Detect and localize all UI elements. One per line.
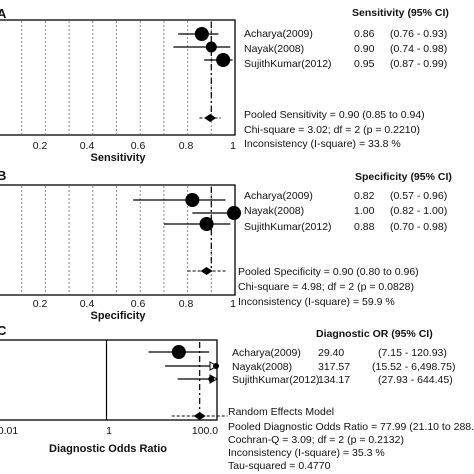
summary-line: Pooled Specificity = 0.90 (0.80 to 0.96) <box>238 266 419 278</box>
panel-b-label: B <box>0 168 6 183</box>
summary-line: Cochran-Q = 3.09; df = 2 (p = 0.2132) <box>228 434 404 446</box>
panel-a-summary: Pooled Sensitivity = 0.90 (0.85 to 0.94)… <box>244 109 425 150</box>
panel-c: C Diagnostic OR (95% CI) 0.01 1 100.0 Di… <box>0 323 474 472</box>
study-point <box>199 217 214 231</box>
panel-c-tick-label: 100.0 <box>192 425 218 437</box>
study-value: 134.17 <box>318 374 350 386</box>
study-ci: (0.82 - 1.00) <box>390 205 447 217</box>
study-ci: (27.93 - 644.45) <box>378 374 453 386</box>
study-point <box>208 376 215 382</box>
panel-b: B Specificity (95% CI) 0.2 0.4 0.6 0.8 1… <box>0 168 452 322</box>
study-name: Acharya(2009) <box>244 28 313 40</box>
panel-b-column-header: Specificity (95% CI) <box>355 171 452 183</box>
study-point <box>213 363 219 369</box>
panel-b-x-axis-title: Specificity <box>90 310 146 322</box>
study-value: 0.95 <box>354 58 375 70</box>
panel-a-tick-label: 1 <box>230 140 236 152</box>
summary-line: Inconsistency (I-square) = 35.3 % <box>228 447 385 459</box>
summary-line: Inconsistency (I-square) = 59.9 % <box>238 296 395 308</box>
study-ci: (15.52 - 6,498.75) <box>372 361 455 373</box>
summary-line: Tau-squared = 0.4770 <box>228 460 331 472</box>
study-ci: (0.74 - 0.98) <box>390 43 447 55</box>
study-name: Nayak(2008) <box>244 43 304 55</box>
summary-line: Random Effects Model <box>228 406 334 418</box>
panel-c-tick-label: 1 <box>106 425 112 437</box>
study-value: 0.90 <box>354 43 375 55</box>
study-ci: (0.87 - 0.99) <box>390 58 447 70</box>
panel-c-summary: Random Effects Model Pooled Diagnostic O… <box>228 406 474 472</box>
study-point <box>205 41 217 53</box>
study-value: 317.57 <box>318 361 350 373</box>
study-ci: (7.15 - 120.93) <box>378 347 447 359</box>
study-point <box>227 206 241 220</box>
summary-line: Chi-square = 3.02; df = 2 (p = 0.2210) <box>244 124 420 136</box>
study-value: 0.88 <box>354 221 375 233</box>
panel-c-tick-labels: 0.01 1 100.0 <box>0 425 218 437</box>
summary-line: Inconsistency (I-square) = 33.8 % <box>244 138 401 150</box>
panel-b-tick-labels: 0.2 0.4 0.6 0.8 1 <box>33 298 236 310</box>
study-ci: (0.70 - 0.98) <box>390 221 447 233</box>
panel-a-x-axis-title: Sensitivity <box>90 152 146 164</box>
study-point <box>171 345 186 359</box>
study-name: Nayak(2008) <box>244 205 304 217</box>
study-point <box>185 193 200 207</box>
study-value: 0.82 <box>354 190 375 202</box>
panel-c-tick-label: 0.01 <box>0 425 18 437</box>
summary-line: Pooled Sensitivity = 0.90 (0.85 to 0.94) <box>244 109 425 121</box>
panel-b-tick-label: 0.6 <box>131 298 146 310</box>
panel-a-label: A <box>0 6 7 21</box>
study-point <box>194 27 209 41</box>
panel-c-study-rows: Acharya(2009) 29.40 (7.15 - 120.93) Naya… <box>232 347 455 386</box>
study-name: SujithKumar(2012) <box>244 58 332 70</box>
panel-a: A Sensitivity (95% CI) 0.2 0.4 0.6 0.8 1… <box>0 6 449 164</box>
study-name: SujithKumar(2012) <box>244 221 332 233</box>
summary-line: Pooled Diagnostic Odds Ratio = 77.99 (21… <box>228 421 474 433</box>
study-name: Acharya(2009) <box>232 347 301 359</box>
panel-c-plot-frame <box>0 339 218 421</box>
study-name: Acharya(2009) <box>244 190 313 202</box>
panel-c-x-axis-title: Diagnostic Odds Ratio <box>49 443 167 455</box>
panel-a-plot-frame <box>0 19 236 136</box>
panel-c-column-header: Diagnostic OR (95% CI) <box>316 328 433 340</box>
panel-b-tick-label: 1 <box>230 298 236 310</box>
study-name: SujithKumar(2012) <box>232 374 320 386</box>
panel-b-tick-label: 0.8 <box>179 298 194 310</box>
study-name: Nayak(2008) <box>232 361 292 373</box>
panel-a-column-header: Sensitivity (95% CI) <box>352 7 449 19</box>
panel-a-study-rows: Acharya(2009) 0.86 (0.76 - 0.93) Nayak(2… <box>244 28 447 70</box>
panel-a-tick-label: 0.2 <box>33 140 48 152</box>
panel-b-tick-label: 0.4 <box>80 298 95 310</box>
summary-line: Chi-square = 4.98; df = 2 (p = 0.0828) <box>238 281 414 293</box>
panel-b-summary: Pooled Specificity = 0.90 (0.80 to 0.96)… <box>238 266 419 308</box>
pooled-diamond <box>200 267 213 275</box>
panel-c-label: C <box>0 323 7 338</box>
study-value: 1.00 <box>354 205 375 217</box>
study-point <box>216 53 231 67</box>
panel-a-tick-label: 0.8 <box>179 140 194 152</box>
panel-b-study-rows: Acharya(2009) 0.82 (0.57 - 0.96) Nayak(2… <box>244 190 447 233</box>
panel-a-tick-label: 0.6 <box>131 140 146 152</box>
study-value: 29.40 <box>318 347 344 359</box>
panel-a-tick-label: 0.4 <box>80 140 95 152</box>
panel-b-tick-label: 0.2 <box>33 298 48 310</box>
study-ci: (0.57 - 0.96) <box>390 190 447 202</box>
study-ci: (0.76 - 0.93) <box>390 28 447 40</box>
panel-a-tick-labels: 0.2 0.4 0.6 0.8 1 <box>33 140 236 152</box>
panel-b-plot-frame <box>0 184 236 296</box>
study-value: 0.86 <box>354 28 375 40</box>
